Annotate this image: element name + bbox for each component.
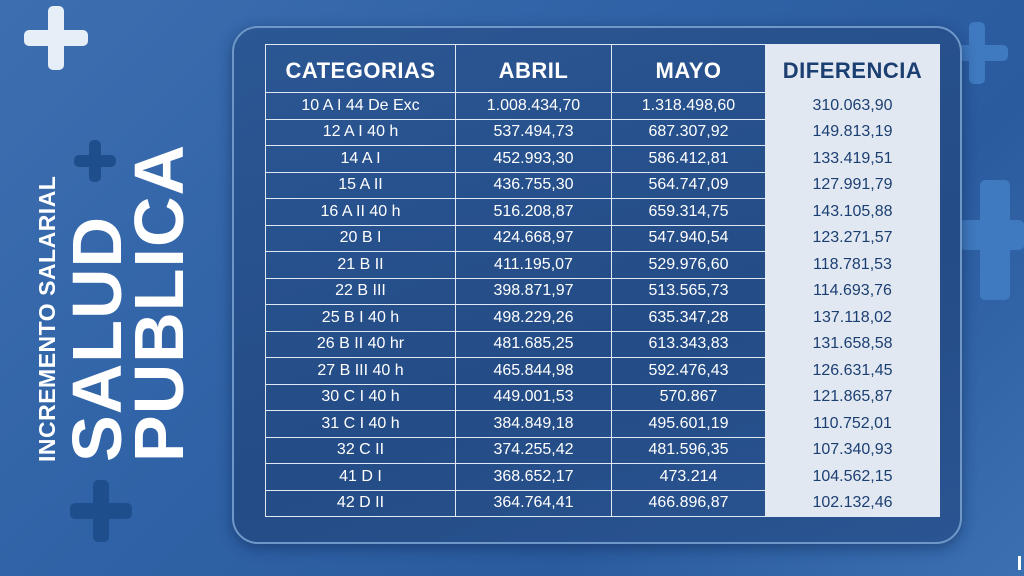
cell-abril: 452.993,30: [455, 145, 612, 173]
cell-categoria: 27 B III 40 h: [265, 357, 456, 385]
plus-cross-icon: [70, 480, 132, 542]
cell-categoria: 21 B II: [265, 251, 456, 279]
cell-categoria: 14 A I: [265, 145, 456, 173]
plus-cross-icon: [74, 140, 116, 182]
table-row: 20 B I 424.668,97 547.940,54 123.271,57: [265, 224, 940, 252]
cell-categoria: 31 C I 40 h: [265, 410, 456, 438]
cell-abril: 449.001,53: [455, 383, 612, 411]
cell-categoria: 41 D I: [265, 463, 456, 491]
cell-abril: 374.255,42: [455, 436, 612, 464]
table-row: 42 D II 364.764,41 466.896,87 102.132,46: [265, 489, 940, 517]
table-row: 14 A I 452.993,30 586.412,81 133.419,51: [265, 145, 940, 173]
title-publica: PUBLICA: [120, 143, 198, 462]
cell-diferencia: 123.271,57: [765, 224, 940, 252]
table-row: 15 A II 436.755,30 564.747,09 127.991,79: [265, 171, 940, 199]
cell-abril: 436.755,30: [455, 171, 612, 199]
cell-diferencia: 133.419,51: [765, 145, 940, 173]
title-salud: SALUD: [58, 215, 136, 462]
cell-categoria: 15 A II: [265, 171, 456, 199]
cell-mayo: 481.596,35: [611, 436, 766, 464]
cell-abril: 411.195,07: [455, 251, 612, 279]
cell-diferencia: 126.631,45: [765, 357, 940, 385]
cell-mayo: 547.940,54: [611, 224, 766, 252]
cell-mayo: 592.476,43: [611, 357, 766, 385]
cell-diferencia: 107.340,93: [765, 436, 940, 464]
table-row: 21 B II 411.195,07 529.976,60 118.781,53: [265, 251, 940, 279]
table-row: 30 C I 40 h 449.001,53 570.867 121.865,87: [265, 383, 940, 411]
cell-diferencia: 118.781,53: [765, 251, 940, 279]
cell-diferencia: 104.562,15: [765, 463, 940, 491]
cell-abril: 368.652,17: [455, 463, 612, 491]
cell-mayo: 529.976,60: [611, 251, 766, 279]
cell-mayo: 613.343,83: [611, 330, 766, 358]
cell-categoria: 12 A I 40 h: [265, 118, 456, 146]
cell-abril: 424.668,97: [455, 224, 612, 252]
cell-diferencia: 114.693,76: [765, 277, 940, 305]
cell-diferencia: 102.132,46: [765, 489, 940, 517]
cell-mayo: 635.347,28: [611, 304, 766, 332]
cell-categoria: 26 B II 40 hr: [265, 330, 456, 358]
cell-categoria: 32 C II: [265, 436, 456, 464]
cell-abril: 481.685,25: [455, 330, 612, 358]
table-row: 22 B III 398.871,97 513.565,73 114.693,76: [265, 277, 940, 305]
cell-categoria: 20 B I: [265, 224, 456, 252]
cell-diferencia: 143.105,88: [765, 198, 940, 226]
cell-abril: 465.844,98: [455, 357, 612, 385]
header-abril: ABRIL: [455, 44, 612, 93]
header-diferencia: DIFERENCIA: [765, 44, 940, 93]
cell-diferencia: 310.063,90: [765, 92, 940, 120]
cell-abril: 516.208,87: [455, 198, 612, 226]
cell-categoria: 42 D II: [265, 489, 456, 517]
cell-diferencia: 137.118,02: [765, 304, 940, 332]
cell-abril: 537.494,73: [455, 118, 612, 146]
cell-categoria: 25 B I 40 h: [265, 304, 456, 332]
cell-abril: 384.849,18: [455, 410, 612, 438]
cell-mayo: 564.747,09: [611, 171, 766, 199]
table-row: 27 B III 40 h 465.844,98 592.476,43 126.631…: [265, 357, 940, 385]
cell-mayo: 659.314,75: [611, 198, 766, 226]
table-row: 26 B II 40 hr 481.685,25 613.343,83 131.658…: [265, 330, 940, 358]
cell-diferencia: 131.658,58: [765, 330, 940, 358]
table-row: 41 D I 368.652,17 473.214 104.562,15: [265, 463, 940, 491]
table-row: 16 A II 40 h 516.208,87 659.314,75 143.105,…: [265, 198, 940, 226]
subtitle-incremento-salarial: INCREMENTO SALARIAL: [34, 175, 60, 462]
table-row: 31 C I 40 h 384.849,18 495.601,19 110.752,0…: [265, 410, 940, 438]
table-header-row: CATEGORIAS ABRIL MAYO DIFERENCIA: [265, 44, 940, 93]
salary-table: CATEGORIAS ABRIL MAYO DIFERENCIA 10 A I …: [265, 44, 940, 517]
cell-categoria: 30 C I 40 h: [265, 383, 456, 411]
plus-cross-icon: [24, 6, 88, 70]
cell-mayo: 466.896,87: [611, 489, 766, 517]
header-categorias: CATEGORIAS: [265, 44, 456, 93]
cell-abril: 398.871,97: [455, 277, 612, 305]
cell-mayo: 495.601,19: [611, 410, 766, 438]
cell-diferencia: 127.991,79: [765, 171, 940, 199]
cell-categoria: 16 A II 40 h: [265, 198, 456, 226]
cell-mayo: 570.867: [611, 383, 766, 411]
header-mayo: MAYO: [611, 44, 766, 93]
cell-categoria: 22 B III: [265, 277, 456, 305]
cell-mayo: 687.307,92: [611, 118, 766, 146]
cell-diferencia: 110.752,01: [765, 410, 940, 438]
table-row: 10 A I 44 De Exc 1.008.434,70 1.318.498,60…: [265, 92, 940, 120]
table-row: 32 C II 374.255,42 481.596,35 107.340,93: [265, 436, 940, 464]
cell-abril: 1.008.434,70: [455, 92, 612, 120]
cell-diferencia: 149.813,19: [765, 118, 940, 146]
cell-mayo: 1.318.498,60: [611, 92, 766, 120]
plus-cross-icon: [960, 180, 1024, 300]
cell-mayo: 586.412,81: [611, 145, 766, 173]
cell-categoria: 10 A I 44 De Exc: [265, 92, 456, 120]
cell-mayo: 473.214: [611, 463, 766, 491]
edge-mark: [1018, 556, 1021, 570]
table-row: 25 B I 40 h 498.229,26 635.347,28 137.118,0…: [265, 304, 940, 332]
table-row: 12 A I 40 h 537.494,73 687.307,92 149.813,1…: [265, 118, 940, 146]
cell-mayo: 513.565,73: [611, 277, 766, 305]
cell-diferencia: 121.865,87: [765, 383, 940, 411]
cell-abril: 498.229,26: [455, 304, 612, 332]
cell-abril: 364.764,41: [455, 489, 612, 517]
